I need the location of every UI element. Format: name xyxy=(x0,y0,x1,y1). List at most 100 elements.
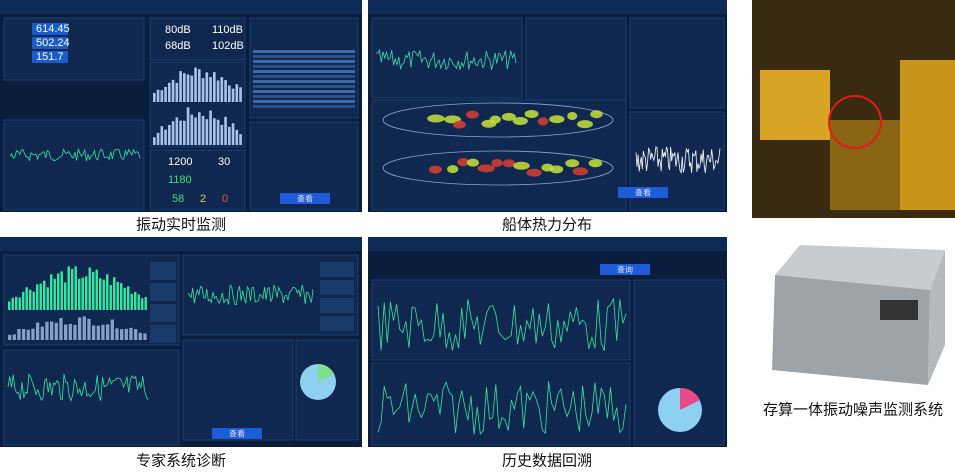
bar xyxy=(194,117,197,145)
bar xyxy=(156,89,160,102)
hot-spot xyxy=(453,120,466,129)
count: 30 xyxy=(218,156,230,168)
nav-bar xyxy=(368,237,727,251)
card xyxy=(371,99,627,211)
hot-spot xyxy=(526,168,542,177)
bar xyxy=(92,325,96,340)
hot-spot xyxy=(491,158,503,167)
bar xyxy=(22,329,26,340)
bar xyxy=(137,294,140,310)
bar xyxy=(29,289,32,310)
table-row xyxy=(253,65,355,68)
engine-part xyxy=(900,60,955,210)
waveform xyxy=(7,373,149,402)
bar xyxy=(102,279,105,310)
bar xyxy=(67,266,70,310)
bar xyxy=(213,118,216,145)
bar xyxy=(78,278,81,310)
bar xyxy=(179,120,182,145)
count: 1200 xyxy=(168,156,192,168)
bar xyxy=(113,277,116,310)
button[interactable] xyxy=(280,193,330,204)
bar xyxy=(186,107,190,145)
bar xyxy=(194,67,197,102)
hot-spot xyxy=(565,159,580,168)
bar xyxy=(120,329,124,340)
stat-box xyxy=(150,262,176,280)
bar xyxy=(68,323,72,340)
stat-box xyxy=(150,304,176,322)
bar xyxy=(26,329,30,340)
bar xyxy=(143,333,147,340)
hot-spot xyxy=(489,115,501,124)
bar xyxy=(235,129,239,145)
stat-box xyxy=(150,325,176,343)
hot-spot xyxy=(513,161,530,170)
card xyxy=(149,17,246,61)
stat-box xyxy=(320,316,354,331)
level: 110dB xyxy=(212,24,243,36)
bar xyxy=(179,71,182,102)
hot-spot xyxy=(590,110,603,119)
bar xyxy=(231,88,235,102)
card xyxy=(3,17,145,81)
bar xyxy=(36,284,39,310)
hull xyxy=(382,102,614,138)
bar xyxy=(235,84,239,102)
reading-box xyxy=(32,37,68,49)
bar xyxy=(46,287,49,310)
caption: 存算一体振动噪声监测系统 xyxy=(763,401,943,419)
card xyxy=(371,362,631,446)
hot-spot xyxy=(502,159,516,168)
button[interactable] xyxy=(600,264,650,275)
bar xyxy=(106,324,110,340)
button-label[interactable]: 查询 xyxy=(617,265,633,275)
hot-spot xyxy=(477,164,495,173)
bar xyxy=(64,282,67,310)
bar xyxy=(153,137,156,145)
hot-spot xyxy=(549,115,565,124)
status: 58 xyxy=(172,193,184,205)
bar xyxy=(96,325,100,340)
device-port xyxy=(880,300,918,320)
button-label[interactable]: 查看 xyxy=(229,429,245,439)
button[interactable] xyxy=(212,428,262,439)
hot-spot xyxy=(447,165,459,174)
bar xyxy=(11,297,14,310)
bar xyxy=(87,318,91,340)
bar xyxy=(95,269,98,310)
button-label[interactable]: 查看 xyxy=(635,188,651,198)
bar xyxy=(60,271,63,310)
waveform xyxy=(187,284,314,306)
bar xyxy=(183,120,186,145)
bar xyxy=(81,277,84,310)
bar xyxy=(88,267,91,310)
bar xyxy=(25,287,28,310)
table-row xyxy=(253,95,355,98)
card xyxy=(182,339,294,441)
hot-spot xyxy=(466,110,479,119)
bar xyxy=(73,324,77,340)
bar xyxy=(85,276,88,310)
table-row xyxy=(253,100,355,103)
bar xyxy=(39,283,42,310)
stat-box xyxy=(320,298,354,313)
bar xyxy=(115,328,119,340)
button[interactable] xyxy=(618,187,668,198)
bar xyxy=(74,266,77,310)
status: 2 xyxy=(200,193,206,205)
bar xyxy=(168,125,171,145)
bar xyxy=(209,77,212,102)
bar xyxy=(43,280,46,310)
button-label[interactable]: 查看 xyxy=(297,194,313,204)
bar xyxy=(123,287,126,310)
nav-bar xyxy=(368,0,727,14)
hot-spot xyxy=(588,159,603,168)
stat-box xyxy=(320,280,354,295)
card xyxy=(371,17,523,99)
bar xyxy=(59,318,63,340)
bar xyxy=(17,328,21,340)
device-front xyxy=(772,275,930,385)
level: 68dB xyxy=(165,40,191,52)
bar xyxy=(160,126,164,145)
